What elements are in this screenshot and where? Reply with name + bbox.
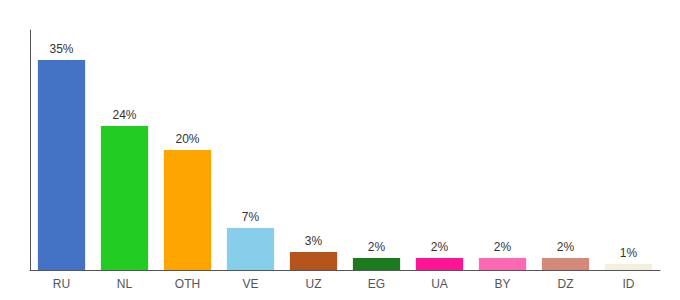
svg-text:VE: VE [242,277,258,291]
svg-text:7%: 7% [242,210,260,224]
svg-text:20%: 20% [175,132,199,146]
svg-text:3%: 3% [305,234,323,248]
svg-text:24%: 24% [112,108,136,122]
svg-text:BY: BY [494,277,510,291]
svg-text:2%: 2% [557,240,575,254]
svg-text:OTH: OTH [175,277,200,291]
svg-text:2%: 2% [431,240,449,254]
svg-text:2%: 2% [368,240,386,254]
svg-text:ID: ID [623,277,635,291]
svg-text:RU: RU [53,277,70,291]
svg-text:NL: NL [117,277,133,291]
svg-text:EG: EG [368,277,385,291]
svg-text:35%: 35% [49,42,73,56]
svg-text:DZ: DZ [558,277,574,291]
svg-text:2%: 2% [494,240,512,254]
svg-text:1%: 1% [620,246,638,260]
svg-text:UA: UA [431,277,448,291]
svg-text:UZ: UZ [306,277,322,291]
